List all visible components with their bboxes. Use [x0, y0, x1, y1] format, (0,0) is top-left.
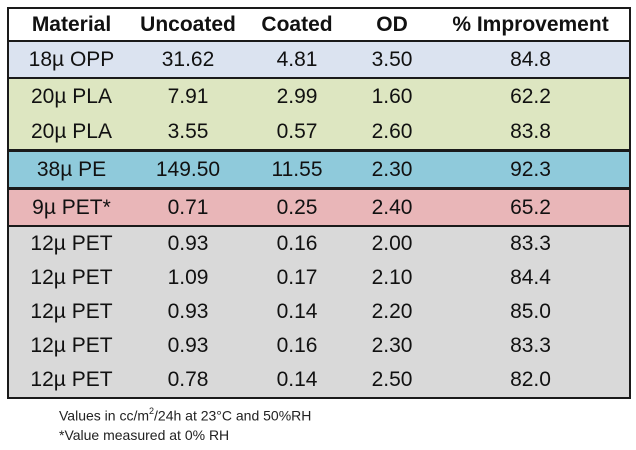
footnotes: Values in cc/m2/24h at 23°C and 50%RH *V… — [59, 403, 311, 445]
material-cell: 12µ PET — [30, 368, 113, 391]
uncoated-cell: 149.50 — [155, 157, 221, 181]
od-cell: 2.50 — [371, 368, 413, 391]
column-header-coated: Coated — [261, 12, 333, 36]
improvement-cell: 62.2 — [510, 84, 551, 108]
uncoated-cell: 0.93 — [167, 300, 209, 323]
coated-cell: 0.14 — [276, 368, 318, 391]
material-cell: 12µ PET — [30, 232, 113, 255]
column-header-material: Material — [31, 12, 112, 36]
material-cell: 12µ PET — [30, 266, 113, 289]
material-cell: 12µ PET — [30, 334, 113, 357]
uncoated-cell: 1.09 — [167, 266, 209, 289]
coated-cell: 0.16 — [276, 232, 318, 255]
od-cell: 2.40 — [371, 195, 413, 219]
uncoated-cell: 0.93 — [167, 232, 209, 255]
material-cell: 38µ PE — [36, 157, 107, 181]
table-row-pet12-4: 12µ PET 0.93 0.16 2.30 83.3 — [9, 329, 629, 363]
uncoated-cell: 0.78 — [167, 368, 209, 391]
footnote-units-suffix: /24h at 23°C and 50%RH — [154, 407, 312, 424]
table-row-pla-2: 20µ PLA 3.55 0.57 2.60 83.8 — [9, 114, 629, 152]
od-cell: 3.50 — [371, 47, 413, 71]
material-cell: 12µ PET — [30, 300, 113, 323]
footnote-units: Values in cc/m2/24h at 23°C and 50%RH — [59, 403, 311, 426]
improvement-cell: 85.0 — [510, 300, 551, 323]
od-cell: 1.60 — [371, 84, 413, 108]
improvement-cell: 65.2 — [510, 195, 551, 219]
coated-cell: 0.16 — [276, 334, 318, 357]
table-header-row: Material Uncoated Coated OD % Improvemen… — [9, 9, 629, 42]
coated-cell: 2.99 — [276, 84, 318, 108]
od-cell: 2.60 — [371, 119, 413, 143]
improvement-cell: 83.3 — [510, 232, 551, 255]
coated-cell: 11.55 — [271, 157, 323, 181]
column-header-uncoated: Uncoated — [140, 12, 236, 36]
od-cell: 2.30 — [371, 157, 413, 181]
material-cell: 20µ PLA — [31, 119, 112, 143]
uncoated-cell: 3.55 — [167, 119, 209, 143]
coated-cell: 0.25 — [276, 195, 318, 219]
column-header-improvement: % Improvement — [452, 12, 609, 36]
improvement-cell: 92.3 — [510, 157, 551, 181]
table-row-pet12-5: 12µ PET 0.78 0.14 2.50 82.0 — [9, 363, 629, 397]
improvement-cell: 84.8 — [510, 47, 551, 71]
uncoated-cell: 31.62 — [161, 47, 215, 71]
material-cell: 20µ PLA — [31, 84, 112, 108]
table-row-pet9: 9µ PET* 0.71 0.25 2.40 65.2 — [9, 190, 629, 227]
improvement-cell: 83.3 — [510, 334, 551, 357]
uncoated-cell: 0.93 — [167, 334, 209, 357]
coated-cell: 0.17 — [276, 266, 318, 289]
table-row-opp: 18µ OPP 31.62 4.81 3.50 84.8 — [9, 42, 629, 79]
footnote-asterisk: *Value measured at 0% RH — [59, 426, 230, 443]
od-cell: 2.30 — [371, 334, 413, 357]
coated-cell: 4.81 — [276, 47, 318, 71]
material-cell: 9µ PET* — [32, 195, 111, 219]
improvement-cell: 84.4 — [510, 266, 551, 289]
coated-cell: 0.57 — [276, 119, 318, 143]
table-row-pet12-2: 12µ PET 1.09 0.17 2.10 84.4 — [9, 261, 629, 295]
material-cell: 18µ OPP — [28, 47, 115, 71]
footnote-units-prefix: Values in cc/m — [59, 407, 149, 424]
table-row-pet12-3: 12µ PET 0.93 0.14 2.20 85.0 — [9, 295, 629, 329]
table-row-pla-1: 20µ PLA 7.91 2.99 1.60 62.2 — [9, 79, 629, 114]
table-row-pe: 38µ PE 149.50 11.55 2.30 92.3 — [9, 152, 629, 190]
od-cell: 2.20 — [371, 300, 413, 323]
otr-data-table: Material Uncoated Coated OD % Improvemen… — [7, 7, 631, 399]
improvement-cell: 82.0 — [510, 368, 551, 391]
uncoated-cell: 0.71 — [167, 195, 209, 219]
od-cell: 2.00 — [371, 232, 413, 255]
coated-cell: 0.14 — [276, 300, 318, 323]
column-header-od: OD — [376, 12, 408, 36]
table-row-pet12-1: 12µ PET 0.93 0.16 2.00 83.3 — [9, 227, 629, 261]
od-cell: 2.10 — [371, 266, 413, 289]
uncoated-cell: 7.91 — [167, 84, 209, 108]
footnote-units-superscript: 2 — [149, 406, 155, 416]
improvement-cell: 83.8 — [510, 119, 551, 143]
